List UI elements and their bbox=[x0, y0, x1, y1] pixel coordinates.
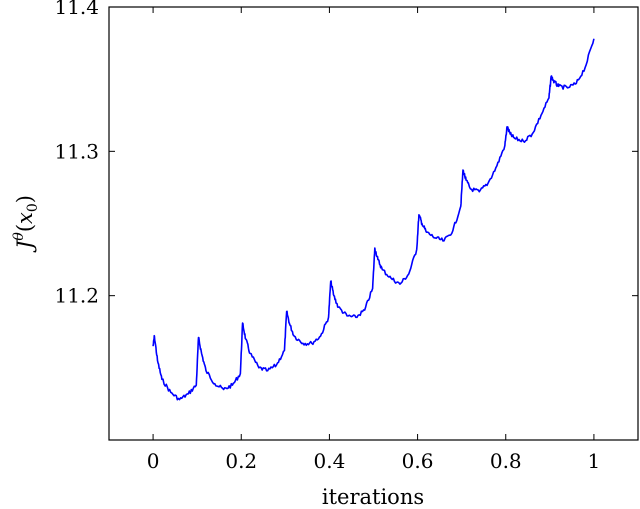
x-tick-label: 0.6 bbox=[402, 449, 434, 473]
y-tick-label: 11.2 bbox=[54, 284, 99, 308]
x-tick-label: 1 bbox=[588, 449, 601, 473]
x-tick-label: 0 bbox=[147, 449, 160, 473]
x-tick-label: 0.8 bbox=[490, 449, 522, 473]
series-group bbox=[152, 38, 595, 401]
y-tick-label: 11.3 bbox=[54, 139, 99, 163]
x-tick-label: 0.2 bbox=[225, 449, 257, 473]
x-axis-label: iterations bbox=[322, 485, 424, 509]
y-axis-label: Jθ(x0) bbox=[11, 195, 41, 253]
x-axis-ticks: 0 0.2 0.4 0.6 0.8 1 bbox=[147, 7, 601, 473]
plot-frame bbox=[108, 6, 639, 441]
x-tick-label: 0.4 bbox=[314, 449, 346, 473]
y-tick-label: 11.4 bbox=[54, 0, 99, 19]
y-axis-ticks: 11.2 11.3 11.4 bbox=[54, 0, 638, 308]
series-line bbox=[152, 38, 595, 401]
